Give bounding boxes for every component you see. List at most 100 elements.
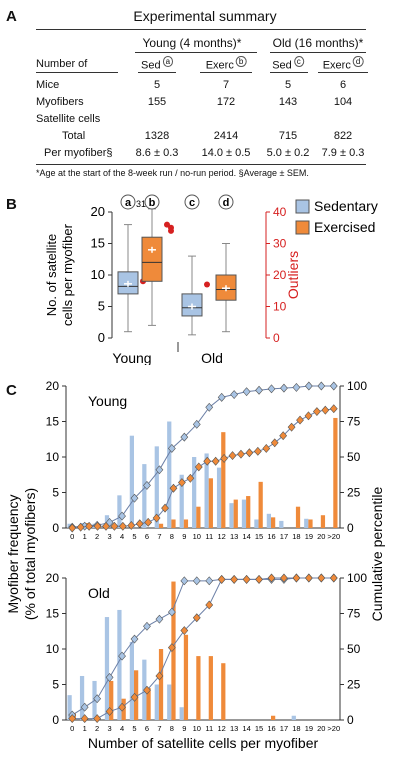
c-bar <box>246 496 251 528</box>
c-right-tick-label: 50 <box>347 642 361 656</box>
b-right-tick-label: 10 <box>273 300 287 314</box>
c-bar <box>221 663 226 720</box>
c-bar <box>67 695 72 720</box>
c-cumulative-marker <box>192 576 201 586</box>
c-cumulative-marker <box>317 381 326 391</box>
c-x-tick-label: 12 <box>218 724 226 733</box>
c-x-tick-label: 18 <box>292 724 300 733</box>
c-cumulative-marker <box>313 407 321 417</box>
b-left-tick-label: 10 <box>91 267 105 282</box>
c-cumulative-line <box>72 385 334 528</box>
c-bar <box>167 684 172 720</box>
c-cumulative-marker <box>118 511 126 521</box>
c-y-axis-label-line2: (% of total myofibers) <box>22 488 38 620</box>
b-right-axis-label: Outliers <box>285 251 301 299</box>
c-bar <box>154 446 159 528</box>
c-right-tick-label: 0 <box>347 521 354 535</box>
c-right-tick-label: 25 <box>347 678 361 692</box>
cell-per-myofiber-c: 5.0 ± 0.2 <box>266 147 310 159</box>
c-cumulative-marker <box>143 685 151 695</box>
c-cumulative-marker <box>317 573 326 583</box>
c-cumulative-marker <box>180 432 189 442</box>
c-cumulative-marker <box>329 381 338 391</box>
c-bar <box>208 656 213 720</box>
c-x-tick-label: 0 <box>70 532 74 541</box>
c-left-tick-label: 0 <box>52 713 59 727</box>
c-cumulative-marker <box>135 519 144 529</box>
c-x-tick-label: 2 <box>95 532 99 541</box>
c-bar <box>266 513 272 528</box>
c-cumulative-marker <box>270 438 279 448</box>
c-x-tick-label: 17 <box>280 532 288 541</box>
c-cumulative-marker <box>205 576 214 586</box>
c-x-tick-label: 20 <box>317 532 325 541</box>
c-x-tick-label: 16 <box>267 532 275 541</box>
c-bar <box>279 520 284 528</box>
c-cumulative-marker <box>267 573 276 583</box>
c-left-tick-label: 10 <box>46 642 60 656</box>
c-bar <box>171 519 176 528</box>
b-right-tick-label: 20 <box>273 268 287 282</box>
row-label-per-myofiber: Per myofiber§ <box>44 147 113 159</box>
c-bar <box>320 515 326 528</box>
c-x-tick-label: 8 <box>170 532 174 541</box>
c-x-tick-label: 2 <box>95 724 99 733</box>
c-cumulative-marker <box>242 387 251 397</box>
b-group-label: Young <box>112 350 151 365</box>
c-x-tick-label: 3 <box>108 724 112 733</box>
c-cumulative-marker <box>180 626 189 635</box>
c-bar <box>196 656 201 720</box>
c-cumulative-marker <box>230 574 239 584</box>
c-y-axis-label: Myofiber frequency(% of total myofibers) <box>5 488 38 620</box>
c-cumulative-marker <box>186 473 195 483</box>
panel-c-letter: C <box>6 382 17 399</box>
c-bar <box>333 417 338 528</box>
c-y-axis-label-line1: Myofiber frequency <box>5 494 21 613</box>
b-right-tick-label: 0 <box>273 331 280 345</box>
c-bar <box>254 519 259 528</box>
b-right-tick-label: 30 <box>273 237 287 251</box>
c-cumulative-marker <box>68 714 77 724</box>
c-cumulative-marker <box>205 600 214 610</box>
cell-total-d: 822 <box>333 130 353 142</box>
c-cumulative-marker <box>267 384 276 394</box>
b-y-axis-label: No. of satellitecells per myofiber <box>44 223 75 326</box>
c-cumulative-marker <box>169 483 178 493</box>
c-x-tick-label: 14 <box>242 724 250 733</box>
c-cumulative-marker <box>292 382 301 392</box>
c-x-tick-label: 1 <box>83 532 87 541</box>
cell-mice-b: 7 <box>222 79 230 91</box>
c-cumulative-marker <box>127 520 136 530</box>
c-right-tick-label: 100 <box>347 571 367 585</box>
experimental-summary-table: A Experimental summary Young (4 months)*… <box>0 0 400 185</box>
c-x-tick-label: 15 <box>255 532 263 541</box>
c-left-tick-label: 5 <box>52 486 59 500</box>
c-bar <box>308 519 313 528</box>
c-x-tick-label: 6 <box>145 724 149 733</box>
c-cumulative-marker <box>102 521 110 531</box>
c-left-tick-label: 15 <box>46 607 60 621</box>
c-right-tick-label: 75 <box>347 415 361 429</box>
c-cumulative-marker <box>93 521 102 531</box>
c-cumulative-marker <box>161 503 169 513</box>
c-x-tick-label: 3 <box>108 532 112 541</box>
c-cumulative-marker <box>205 402 214 412</box>
c-bar <box>167 421 172 528</box>
table-rule-bottom <box>36 164 366 165</box>
c-bar <box>196 506 201 528</box>
c-bar <box>258 481 263 528</box>
row-label-satellite-cells: Satellite cells <box>36 113 101 125</box>
c-x-tick-label: 4 <box>120 532 124 541</box>
c-x-tick-label: >20 <box>327 724 340 733</box>
c-x-tick-label: 11 <box>205 532 213 541</box>
sed-a-rule <box>138 72 176 73</box>
c-x-tick-label: 5 <box>132 724 136 733</box>
exerc-b-rule <box>200 72 252 73</box>
c-cumulative-marker <box>143 621 151 631</box>
row-label-myofibers: Myofibers <box>36 96 84 108</box>
young-rule <box>135 52 257 53</box>
c-bar <box>208 478 213 528</box>
b-right-tick-label: 40 <box>273 205 287 219</box>
c-x-tick-label: 7 <box>157 724 161 733</box>
c-x-tick-label: 8 <box>170 724 174 733</box>
